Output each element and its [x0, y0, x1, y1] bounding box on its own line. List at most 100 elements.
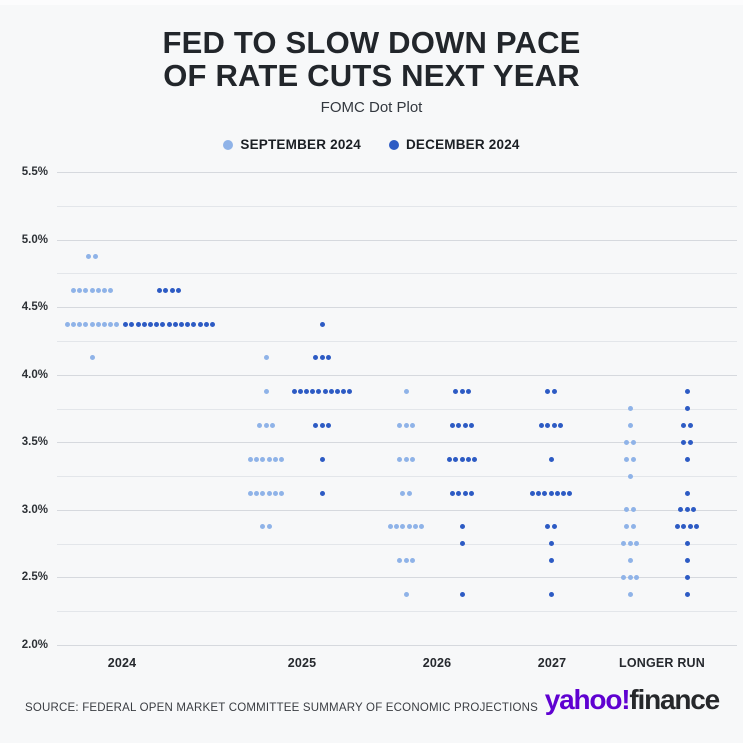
december-projection-dot: [450, 422, 456, 428]
december-projection-dot: [175, 287, 181, 293]
december-projection-dot: [684, 558, 690, 563]
september-projection-dot: [624, 456, 630, 462]
december-projection-dot: [160, 321, 166, 327]
december-projection-dot: [291, 389, 297, 395]
september-projection-dot: [95, 287, 101, 293]
december-projection-dot: [465, 456, 471, 462]
major-gridline: [57, 645, 737, 646]
december-projection-dot: [335, 389, 340, 395]
september-projection-dot: [260, 456, 266, 462]
september-projection-dot: [409, 558, 415, 563]
december-projection-dot: [687, 422, 693, 428]
december-projection-dot: [157, 287, 163, 293]
december-projection-dot: [319, 456, 325, 462]
december-projection-dot: [684, 507, 690, 513]
december-projection-dot: [684, 406, 690, 411]
september-projection-dot: [92, 254, 98, 259]
september-projection-dot: [272, 456, 278, 462]
september-projection-dot: [95, 321, 101, 327]
top-band: [0, 0, 743, 5]
chart-title-line2: OF RATE CUTS NEXT YEAR: [163, 58, 580, 93]
september-projection-dot: [70, 287, 76, 293]
september-projection-dot: [269, 422, 275, 428]
september-projection-dot: [406, 490, 412, 496]
december-projection-dot: [328, 389, 334, 395]
x-axis-label-2027: 2027: [537, 656, 567, 670]
december-projection-dot: [684, 574, 690, 580]
september-projection-dot: [248, 456, 253, 462]
legend: SEPTEMBER 2024 DECEMBER 2024: [0, 137, 743, 152]
december-projection-dot: [567, 490, 573, 496]
major-gridline: [57, 442, 737, 443]
december-projection-dot: [690, 507, 696, 513]
legend-item-december-2024: DECEMBER 2024: [388, 137, 520, 152]
y-axis-tick-label: 2.5%: [21, 571, 48, 583]
september-projection-dot: [279, 456, 284, 462]
y-axis-tick-label: 5.5%: [21, 166, 48, 178]
minor-gridline: [57, 544, 737, 545]
september-projection-dot: [627, 422, 633, 428]
september-projection-dot: [266, 456, 272, 462]
december-projection-dot: [341, 389, 347, 395]
december-projection-dot: [529, 490, 535, 496]
december-projection-dot: [185, 321, 191, 327]
major-gridline: [57, 240, 737, 241]
chart-title: FED TO SLOW DOWN PACE OF RATE CUTS NEXT …: [0, 26, 743, 92]
september-projection-dot: [630, 524, 636, 530]
december-projection-dot: [203, 321, 209, 327]
september-2024-dot-icon: [223, 139, 234, 150]
september-projection-dot: [260, 490, 266, 496]
major-gridline: [57, 172, 737, 173]
legend-label-december: DECEMBER 2024: [405, 137, 520, 152]
y-axis-tick-label: 5.0%: [21, 234, 48, 246]
september-projection-dot: [263, 422, 269, 428]
december-projection-dot: [178, 321, 184, 327]
december-projection-dot: [687, 439, 693, 445]
december-projection-dot: [468, 422, 474, 428]
december-projection-dot: [675, 524, 681, 530]
major-gridline: [57, 375, 737, 376]
september-projection-dot: [254, 490, 260, 496]
december-projection-dot: [687, 524, 693, 530]
september-projection-dot: [627, 574, 633, 580]
september-projection-dot: [64, 321, 70, 327]
september-projection-dot: [624, 439, 630, 445]
minor-gridline: [57, 611, 737, 612]
december-projection-dot: [536, 490, 542, 496]
december-projection-dot: [681, 439, 687, 445]
december-projection-dot: [319, 321, 325, 327]
december-projection-dot: [123, 321, 129, 327]
september-projection-dot: [86, 254, 92, 259]
december-projection-dot: [191, 321, 197, 327]
september-projection-dot: [403, 591, 409, 597]
december-projection-dot: [551, 524, 557, 530]
minor-gridline: [57, 476, 737, 477]
december-projection-dot: [297, 389, 303, 395]
minor-gridline: [57, 206, 737, 207]
september-projection-dot: [633, 574, 639, 580]
yahoo-wordmark: yahoo!: [544, 684, 631, 715]
december-projection-dot: [456, 422, 462, 428]
september-projection-dot: [630, 507, 636, 513]
december-projection-dot: [459, 591, 465, 597]
yahoo-finance-logo: yahoo!finance: [544, 684, 720, 716]
chart-subtitle: FOMC Dot Plot: [320, 99, 423, 116]
september-projection-dot: [633, 541, 639, 547]
source-attribution: SOURCE: FEDERAL OPEN MARKET COMMITTEE SU…: [25, 702, 539, 714]
december-projection-dot: [684, 541, 690, 547]
september-projection-dot: [89, 287, 95, 293]
september-projection-dot: [77, 321, 83, 327]
december-projection-dot: [325, 422, 331, 428]
september-projection-dot: [627, 541, 633, 547]
september-projection-dot: [257, 422, 263, 428]
september-projection-dot: [263, 355, 269, 361]
september-projection-dot: [70, 321, 76, 327]
september-projection-dot: [254, 456, 260, 462]
december-projection-dot: [548, 456, 554, 462]
december-projection-dot: [169, 287, 175, 293]
december-projection-dot: [154, 321, 160, 327]
minor-gridline: [57, 341, 737, 342]
december-projection-dot: [163, 287, 169, 293]
september-projection-dot: [630, 456, 636, 462]
